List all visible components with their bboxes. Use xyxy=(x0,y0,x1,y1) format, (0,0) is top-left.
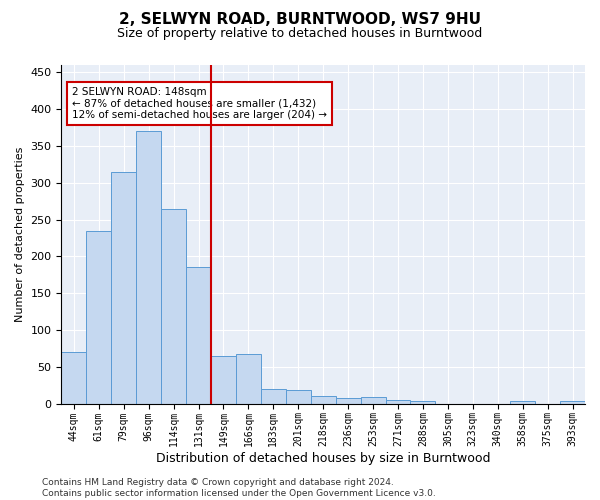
Bar xyxy=(386,400,410,404)
Text: Contains HM Land Registry data © Crown copyright and database right 2024.
Contai: Contains HM Land Registry data © Crown c… xyxy=(42,478,436,498)
Bar xyxy=(361,397,386,404)
Bar xyxy=(186,268,211,404)
Bar xyxy=(311,396,335,404)
Bar xyxy=(510,402,535,404)
Bar xyxy=(286,390,311,404)
Bar xyxy=(86,230,111,404)
Bar xyxy=(136,131,161,404)
Y-axis label: Number of detached properties: Number of detached properties xyxy=(15,146,25,322)
Bar xyxy=(560,402,585,404)
Text: 2 SELWYN ROAD: 148sqm
← 87% of detached houses are smaller (1,432)
12% of semi-d: 2 SELWYN ROAD: 148sqm ← 87% of detached … xyxy=(72,87,327,120)
Bar xyxy=(61,352,86,404)
Bar xyxy=(111,172,136,404)
Bar xyxy=(335,398,361,404)
Bar xyxy=(236,354,261,404)
Text: Size of property relative to detached houses in Burntwood: Size of property relative to detached ho… xyxy=(118,28,482,40)
Bar xyxy=(261,389,286,404)
X-axis label: Distribution of detached houses by size in Burntwood: Distribution of detached houses by size … xyxy=(156,452,490,465)
Bar xyxy=(410,402,436,404)
Bar xyxy=(211,356,236,404)
Text: 2, SELWYN ROAD, BURNTWOOD, WS7 9HU: 2, SELWYN ROAD, BURNTWOOD, WS7 9HU xyxy=(119,12,481,28)
Bar xyxy=(161,208,186,404)
